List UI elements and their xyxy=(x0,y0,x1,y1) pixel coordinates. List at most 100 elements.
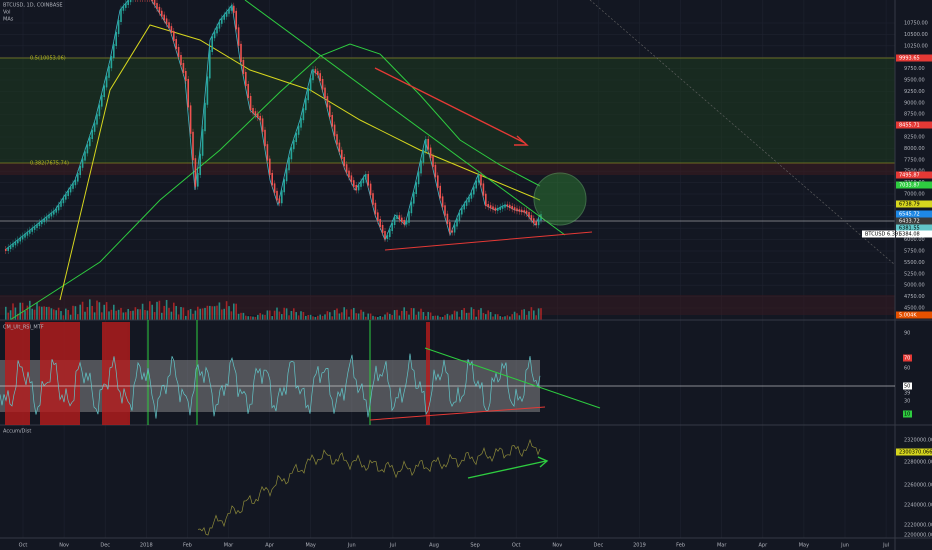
time-label: Nov xyxy=(552,543,562,549)
candle xyxy=(420,160,422,174)
candle xyxy=(53,210,55,215)
volume-bar xyxy=(259,313,261,320)
candle xyxy=(48,214,50,219)
volume-bar xyxy=(509,316,511,320)
volume-bar xyxy=(168,307,170,320)
candle xyxy=(266,144,269,161)
candle xyxy=(463,203,465,210)
volume-bar xyxy=(449,315,451,320)
candle xyxy=(377,212,379,221)
volume-bar xyxy=(501,316,504,320)
volume-bar xyxy=(389,313,391,320)
volume-bar xyxy=(348,316,350,320)
volume-bar xyxy=(324,314,326,320)
rsi-highlights xyxy=(5,322,430,425)
time-label: 2018 xyxy=(140,543,153,549)
vol-title: Vol xyxy=(3,10,10,16)
volume-bar xyxy=(437,315,439,320)
volume-bar xyxy=(74,306,77,320)
candle xyxy=(309,78,312,91)
volume-bar xyxy=(151,304,153,320)
volume-bar xyxy=(187,310,189,320)
badge-label: 9993.65 xyxy=(899,56,920,62)
badge xyxy=(896,230,932,238)
candle xyxy=(81,158,84,168)
volume-bar xyxy=(110,309,113,320)
volume-bar xyxy=(307,315,309,320)
price-label: 6000.00 xyxy=(904,237,925,243)
volume-bar xyxy=(372,315,374,320)
candle xyxy=(427,139,429,150)
volume-bar xyxy=(91,305,93,320)
candle xyxy=(365,174,367,180)
candle xyxy=(432,156,434,167)
volume-bar xyxy=(374,316,377,320)
volume-bar xyxy=(302,312,305,320)
dotted-trend xyxy=(589,0,896,266)
arrow xyxy=(374,67,526,144)
candle xyxy=(77,173,79,182)
candle xyxy=(103,85,105,97)
volume-bar xyxy=(60,311,62,320)
candle xyxy=(259,116,261,121)
candle xyxy=(96,114,98,125)
volume-bar xyxy=(230,311,233,320)
candle xyxy=(393,217,396,225)
volume-bar xyxy=(281,314,283,320)
volume-bar xyxy=(456,311,458,320)
candle xyxy=(386,235,389,239)
candle xyxy=(389,229,391,237)
volume-bar xyxy=(156,301,158,320)
volume-bar xyxy=(194,310,197,320)
candle xyxy=(113,44,115,58)
volume-bar xyxy=(115,310,117,320)
candle xyxy=(405,220,408,225)
volume-bar xyxy=(182,307,185,320)
rsi-trendline xyxy=(424,347,601,409)
candle xyxy=(201,129,204,156)
volume-bar xyxy=(458,316,461,320)
candle xyxy=(153,0,156,6)
volume-bar xyxy=(413,308,415,320)
volume-bar xyxy=(252,316,254,320)
volume-bar xyxy=(48,306,50,320)
ad-label: 2320000.0000 xyxy=(904,438,932,444)
candle xyxy=(497,208,499,211)
candle xyxy=(461,207,463,215)
candle xyxy=(276,190,278,201)
volume-bar xyxy=(369,313,372,320)
candle xyxy=(17,239,19,244)
candle xyxy=(254,111,257,116)
candle xyxy=(513,207,516,211)
badge-label: 6738.79 xyxy=(899,202,920,208)
volume-bar xyxy=(477,309,480,320)
volume-bar xyxy=(53,309,55,320)
ma-title: MAs xyxy=(3,17,14,23)
volume-bar xyxy=(254,316,257,320)
badge-label: 7495.87 xyxy=(899,173,920,179)
candle xyxy=(403,220,405,225)
volume-bar xyxy=(249,316,252,320)
candle xyxy=(177,47,180,57)
candle xyxy=(492,206,494,210)
badge xyxy=(862,230,895,238)
volume-bar xyxy=(69,314,72,320)
volume-bar xyxy=(362,311,365,320)
volume-bar xyxy=(518,315,521,320)
volume-bar xyxy=(45,306,48,320)
badge xyxy=(896,311,932,319)
candle xyxy=(240,43,242,62)
price-label: 8750.00 xyxy=(904,112,925,118)
candle xyxy=(331,115,333,127)
candle xyxy=(117,20,120,34)
candle xyxy=(9,245,12,250)
badge xyxy=(896,171,932,179)
candle xyxy=(5,249,7,251)
candle xyxy=(173,31,175,41)
volume-bar xyxy=(329,312,331,320)
volume-bar xyxy=(297,315,300,320)
candle xyxy=(480,174,482,186)
volume-bar xyxy=(487,310,489,320)
volume-bar xyxy=(465,312,468,320)
volume-bar xyxy=(165,299,168,320)
